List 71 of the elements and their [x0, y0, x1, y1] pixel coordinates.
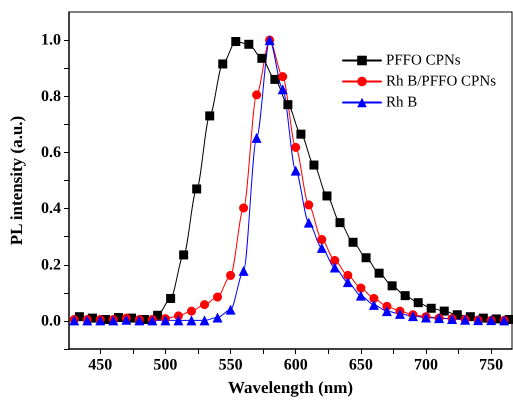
point: [238, 266, 249, 276]
point: [186, 306, 196, 316]
point: [200, 300, 210, 310]
point: [342, 277, 353, 288]
x-tick-label: 650: [348, 356, 373, 374]
point: [270, 74, 280, 84]
point: [226, 304, 236, 315]
point: [231, 36, 240, 46]
point: [278, 84, 288, 94]
point: [394, 308, 405, 319]
point: [414, 298, 423, 308]
legend-label: Rh B/PFFO CPNs: [386, 74, 496, 90]
point: [226, 270, 236, 280]
point: [278, 72, 288, 82]
point: [382, 306, 392, 316]
point: [343, 270, 352, 280]
point: [322, 191, 332, 200]
point: [330, 256, 340, 266]
point: [336, 218, 345, 228]
point: [348, 238, 358, 247]
point: [252, 132, 262, 143]
point: [304, 200, 314, 210]
point: [212, 312, 223, 323]
point: [369, 294, 378, 303]
x-tick-label: 600: [284, 356, 308, 374]
legend-label: PFFO CPNs: [386, 52, 461, 68]
y-axis-title: PL intensity (a.u.): [7, 116, 26, 246]
point: [440, 306, 449, 316]
x-tick-label: 450: [88, 356, 112, 374]
point: [205, 111, 214, 120]
point: [244, 40, 254, 49]
legend-label: Rh B: [386, 94, 418, 110]
y-tick-label: 0.4: [41, 200, 61, 218]
y-tick-label: 0.8: [41, 88, 61, 105]
point: [290, 166, 301, 176]
point: [356, 284, 366, 293]
point: [252, 90, 262, 100]
point: [330, 262, 340, 273]
point: [283, 100, 292, 110]
point: [400, 291, 410, 300]
point: [426, 304, 436, 313]
y-tick-label: 1.0: [41, 32, 61, 49]
point: [179, 250, 188, 260]
point: [173, 315, 184, 326]
y-tick-label: 0.6: [41, 144, 61, 161]
point: [388, 281, 397, 290]
point: [362, 253, 371, 262]
point: [239, 204, 248, 213]
point: [296, 130, 306, 139]
point: [356, 290, 366, 301]
point: [186, 315, 196, 326]
x-tick-label: 750: [479, 356, 504, 374]
point: [166, 294, 176, 303]
x-axis-title: Wavelength (nm): [228, 378, 354, 397]
point: [309, 160, 318, 170]
point: [257, 54, 266, 63]
x-tick-label: 550: [218, 356, 243, 374]
point: [368, 300, 379, 310]
point: [317, 234, 326, 244]
point: [218, 59, 228, 68]
point: [200, 315, 210, 326]
point: [316, 242, 327, 253]
point: [291, 142, 300, 152]
point: [304, 218, 314, 228]
point: [213, 292, 222, 302]
y-tick-label: 0.0: [41, 312, 61, 330]
x-tick-label: 700: [414, 356, 438, 374]
y-tick-label: 0.2: [41, 256, 61, 274]
x-tick-label: 500: [153, 356, 178, 374]
point: [192, 184, 202, 194]
point: [374, 268, 384, 278]
